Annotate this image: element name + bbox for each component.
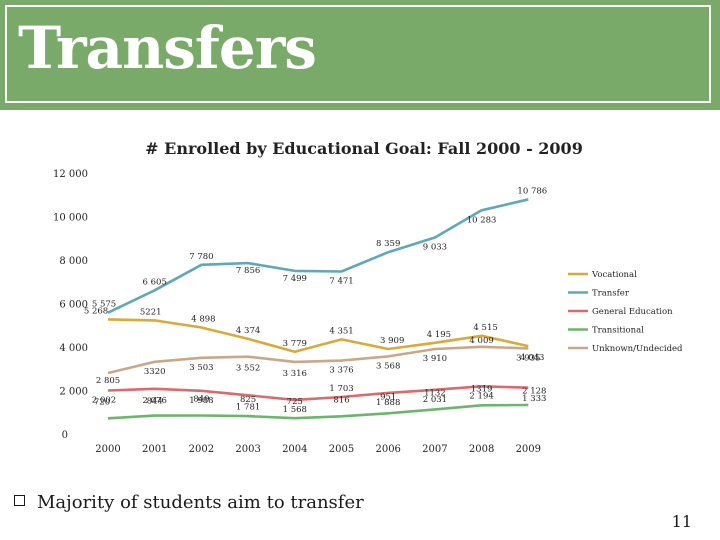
data-label: 1 333 — [522, 394, 546, 404]
data-label: 4 351 — [329, 326, 353, 336]
data-label: 3320 — [144, 367, 166, 377]
data-label: 7 499 — [283, 274, 307, 284]
data-label: 7 780 — [189, 252, 213, 262]
y-tick-label: 6 000 — [59, 300, 88, 311]
data-label: 825 — [240, 395, 256, 405]
data-label: 4 515 — [473, 323, 497, 333]
data-label: 4 195 — [427, 330, 451, 340]
y-tick-label: 10 000 — [53, 213, 88, 224]
bullet-point: Majority of students aim to transfer — [14, 492, 364, 513]
y-tick-label: 8 000 — [59, 256, 88, 267]
series-line-unknown-undecided — [107, 345, 529, 375]
x-tick-label: 2006 — [375, 444, 400, 455]
y-tick-label: 4 000 — [59, 343, 88, 354]
x-tick-label: 2004 — [282, 444, 307, 455]
series-line-vocational — [107, 318, 529, 354]
legend-label: Transfer — [592, 289, 630, 299]
data-label: 5221 — [140, 307, 162, 317]
x-tick-label: 2007 — [422, 444, 447, 455]
x-tick-label: 2008 — [469, 444, 494, 455]
data-label: 4 043 — [520, 353, 544, 363]
data-label: 816 — [333, 395, 349, 405]
data-label: 2 194 — [469, 391, 493, 401]
data-label: 720 — [94, 397, 110, 407]
data-label: 849 — [193, 395, 209, 405]
legend-label: Transitional — [592, 326, 644, 336]
title-banner-frame — [5, 5, 711, 103]
data-label: 3 568 — [376, 361, 400, 371]
x-tick-label: 2009 — [516, 444, 541, 455]
data-label: 1 781 — [236, 402, 260, 412]
data-label: 10 786 — [517, 186, 547, 196]
legend-label: General Education — [592, 307, 673, 317]
y-tick-label: 2 000 — [59, 387, 88, 398]
series-line-transitional — [107, 403, 529, 420]
data-label: 2 128 — [522, 387, 546, 397]
data-label: 3 552 — [236, 364, 260, 374]
data-label: 1319 — [471, 384, 493, 394]
bullet-text: Majority of students aim to transfer — [37, 492, 364, 513]
y-tick-label: 0 — [62, 430, 68, 441]
data-label: 3 779 — [283, 339, 307, 349]
data-label: 3 935 — [516, 353, 540, 363]
data-label: 3 909 — [380, 336, 404, 346]
x-tick-label: 2003 — [235, 444, 260, 455]
x-tick-label: 2002 — [189, 444, 214, 455]
page-number: 11 — [671, 512, 692, 531]
data-label: 2 805 — [96, 376, 120, 386]
data-label: 4 374 — [236, 326, 260, 336]
title-banner: Transfers — [0, 0, 720, 110]
data-label: 2 031 — [423, 395, 447, 405]
data-label: 7 856 — [236, 266, 260, 276]
data-label: 3 910 — [423, 354, 447, 364]
chart-title: # Enrolled by Educational Goal: Fall 200… — [145, 139, 583, 158]
data-label: 9 033 — [423, 243, 447, 253]
data-label: 1 568 — [283, 405, 307, 415]
x-tick-label: 2001 — [142, 444, 167, 455]
data-label: 2 076 — [143, 396, 167, 406]
data-label: 1 888 — [376, 398, 400, 408]
data-label: 4 009 — [469, 336, 493, 346]
data-label: 3 316 — [283, 369, 307, 379]
data-label: 5 268 — [84, 306, 108, 316]
data-label: 844 — [147, 397, 163, 407]
square-bullet-icon — [14, 495, 25, 506]
data-label: 725 — [287, 397, 303, 407]
data-label: 3 376 — [329, 366, 353, 376]
data-label: 7 471 — [329, 277, 353, 287]
data-label: 10 283 — [467, 215, 497, 225]
data-label: 1132 — [424, 388, 446, 398]
y-tick-label: 12 000 — [53, 169, 88, 180]
line-chart: # Enrolled by Educational Goal: Fall 200… — [53, 139, 683, 455]
x-tick-label: 2005 — [329, 444, 354, 455]
data-label: 1 988 — [189, 396, 213, 406]
data-label: 5 575 — [92, 300, 116, 310]
data-label: 4 898 — [191, 314, 215, 324]
data-label: 2 002 — [92, 395, 116, 405]
data-label: 6 605 — [143, 277, 167, 287]
legend-label: Unknown/Undecided — [592, 344, 683, 354]
data-label: 951 — [380, 392, 396, 402]
x-tick-label: 2000 — [95, 444, 120, 455]
legend-label: Vocational — [591, 270, 637, 280]
series-line-general-education — [107, 384, 529, 402]
series-line-transfer — [107, 198, 529, 314]
data-label: 1 703 — [329, 384, 353, 394]
data-label: 8 359 — [376, 239, 400, 249]
slide-title: Transfers — [18, 14, 317, 82]
data-label: 3 503 — [189, 363, 213, 373]
